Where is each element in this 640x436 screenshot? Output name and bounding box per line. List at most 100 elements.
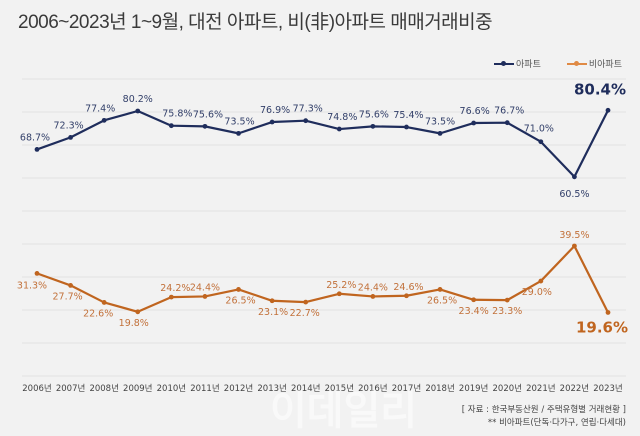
data-point <box>605 107 611 113</box>
legend-item-non-apartment: 비아파트 <box>566 57 622 70</box>
data-label: 24.2% <box>160 283 190 294</box>
data-point <box>437 130 443 136</box>
data-label: 22.7% <box>290 308 320 319</box>
data-label: 19.8% <box>119 318 149 329</box>
legend-label-apartment: 아파트 <box>516 60 541 70</box>
data-label: 23.3% <box>492 306 522 317</box>
data-point <box>336 291 342 297</box>
data-point <box>135 309 141 315</box>
x-tick-label: 2017년 <box>392 383 421 394</box>
x-tick-label: 2015년 <box>325 383 354 394</box>
legend-item-apartment: 아파트 <box>494 57 541 70</box>
data-point <box>269 119 275 125</box>
data-point <box>504 120 510 126</box>
data-label: 73.5% <box>224 116 254 127</box>
source-note: [ 자료 : 한국부동산원 / 주택유형별 거래현황 ] ** 비아파트(단독·… <box>462 404 626 430</box>
data-point <box>504 297 510 303</box>
gridlines <box>22 78 626 377</box>
x-tick-label: 2009년 <box>123 383 152 394</box>
x-tick-label: 2013년 <box>257 383 286 394</box>
data-point <box>303 299 309 305</box>
x-tick-label: 2011년 <box>190 383 219 394</box>
data-point <box>538 139 544 145</box>
data-label: 75.8% <box>162 109 192 120</box>
watermark: 이데일리 <box>270 388 418 434</box>
data-label: 26.5% <box>225 295 255 306</box>
legend-label-non-apartment: 비아파트 <box>588 60 622 70</box>
data-label: 26.5% <box>427 295 457 306</box>
data-point <box>572 243 577 249</box>
data-label: 31.3% <box>17 280 47 291</box>
chart-title: 2006~2023년 1~9월, 대전 아파트, 비(非)아파트 매매거래비중 <box>18 12 493 33</box>
data-label: 29.0% <box>522 287 552 298</box>
data-label: 80.4% <box>574 80 626 98</box>
x-tick-label: 2012년 <box>224 383 253 394</box>
legend-swatch-apartment <box>494 60 515 66</box>
data-point <box>471 297 477 303</box>
data-label: 24.4% <box>358 282 388 293</box>
data-point <box>202 123 208 129</box>
x-tick-label: 2020년 <box>493 383 522 394</box>
data-point <box>135 108 141 114</box>
legend: 아파트 비아파트 <box>494 57 622 70</box>
data-label: 19.6% <box>576 318 628 336</box>
data-label: 77.3% <box>293 104 323 115</box>
data-point <box>437 287 443 292</box>
source-line-1: [ 자료 : 한국부동산원 / 주택유형별 거래현황 ] <box>461 405 626 415</box>
data-point <box>538 278 544 284</box>
series-lines: 68.7%72.3%77.4%80.2%75.8% 75.6%73.5%76.9%… <box>17 80 628 336</box>
data-label: 75.6% <box>193 109 223 120</box>
data-label: 27.7% <box>52 291 82 302</box>
series-line-non-apartment <box>36 244 609 313</box>
data-point <box>269 298 275 304</box>
data-label: 24.4% <box>190 282 220 293</box>
x-tick-label: 2022년 <box>560 383 589 394</box>
data-point <box>168 123 174 129</box>
data-point <box>336 126 342 132</box>
x-axis-labels: 2006년 2007년 2008년 2009년 2010년 2011년 2012년 2013년… <box>22 383 622 394</box>
x-tick-label: 2016년 <box>358 383 387 394</box>
data-label: 75.6% <box>359 109 389 120</box>
data-label: 39.5% <box>559 230 589 241</box>
data-label: 77.4% <box>85 103 115 114</box>
data-label: 76.6% <box>460 106 490 117</box>
x-tick-label: 2010년 <box>157 383 186 394</box>
data-point <box>101 117 107 123</box>
x-tick-label: 2021년 <box>526 383 555 394</box>
data-label: 76.7% <box>494 106 524 117</box>
data-point <box>404 293 409 299</box>
data-label: 71.0% <box>524 124 554 135</box>
data-point <box>34 147 40 152</box>
x-tick-label: 2019년 <box>459 383 488 394</box>
series-line-apartment <box>36 109 609 178</box>
data-point <box>236 130 241 136</box>
data-point <box>101 300 107 305</box>
data-label: 74.8% <box>327 112 357 123</box>
x-tick-label: 2014년 <box>291 383 320 394</box>
data-point <box>370 123 376 129</box>
data-point <box>370 294 376 299</box>
source-line-2: ** 비아파트(단독·다가구, 연립·다세대) <box>487 418 626 428</box>
data-label: 22.6% <box>83 308 113 319</box>
data-point <box>34 270 40 276</box>
data-label: 72.3% <box>53 120 83 131</box>
data-point <box>68 134 73 140</box>
data-point <box>572 174 577 180</box>
data-label: 23.4% <box>459 306 489 317</box>
data-label: 75.4% <box>393 110 423 121</box>
data-point <box>68 283 73 288</box>
data-point <box>202 294 208 299</box>
x-tick-label: 2008년 <box>89 383 118 394</box>
data-label: 68.7% <box>20 132 50 143</box>
x-tick-label: 2023년 <box>593 383 622 394</box>
data-label: 25.2% <box>326 280 356 291</box>
data-label: 76.9% <box>260 105 290 116</box>
data-label: 60.5% <box>559 189 589 200</box>
data-point <box>404 124 409 130</box>
data-point <box>236 287 241 292</box>
data-label: 73.5% <box>425 116 455 127</box>
x-tick-label: 2007년 <box>56 383 85 394</box>
x-tick-label: 2018년 <box>425 383 454 394</box>
data-point <box>168 294 174 300</box>
